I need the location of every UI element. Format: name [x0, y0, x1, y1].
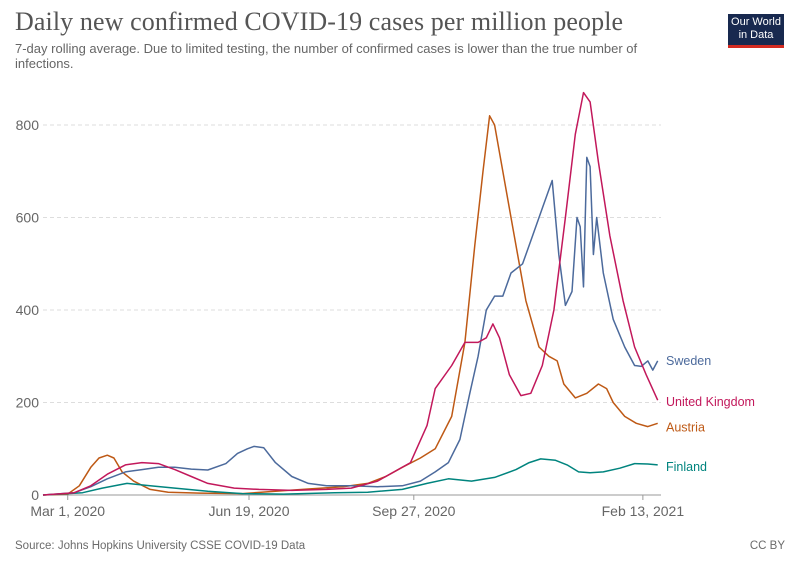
chart-subtitle: 7-day rolling average. Due to limited te…: [15, 41, 638, 71]
owid-logo[interactable]: Our World in Data: [728, 14, 784, 48]
series-label-austria[interactable]: Austria: [666, 420, 705, 434]
x-tick-label: Jun 19, 2020: [209, 503, 290, 519]
source-note: Source: Johns Hopkins University CSSE CO…: [15, 540, 306, 552]
series-label-finland[interactable]: Finland: [666, 460, 707, 474]
y-tick-label: 0: [31, 487, 39, 503]
y-tick-label: 600: [16, 210, 40, 226]
y-tick-label: 800: [16, 117, 40, 133]
series-labels: Austria Finland Sweden United Kingdom: [666, 354, 755, 474]
y-tick-label: 200: [16, 395, 40, 411]
series-line-austria[interactable]: [42, 115, 658, 496]
x-axis: Mar 1, 2020 Jun 19, 2020 Sep 27, 2020 Feb 1…: [30, 494, 685, 519]
y-axis: 0 200 400 600 800: [16, 117, 40, 503]
series-line-finland[interactable]: [42, 458, 658, 496]
logo-line-1: Our World: [731, 16, 781, 28]
series-label-united-kingdom[interactable]: United Kingdom: [666, 395, 755, 409]
series-lines: [42, 91, 659, 496]
x-tick-label: Mar 1, 2020: [30, 503, 105, 519]
series-line-sweden[interactable]: [42, 156, 659, 496]
logo-line-2: in Data: [738, 29, 774, 41]
y-gridlines: [43, 124, 661, 403]
y-tick-label: 400: [16, 302, 40, 318]
series-line-united-kingdom[interactable]: [42, 91, 659, 496]
x-tick-label: Feb 13, 2021: [602, 503, 685, 519]
page-title: Daily new confirmed COVID-19 cases per m…: [15, 7, 624, 36]
series-label-sweden[interactable]: Sweden: [666, 354, 711, 368]
x-tick-label: Sep 27, 2020: [372, 503, 456, 519]
license-link[interactable]: CC BY: [749, 540, 785, 552]
